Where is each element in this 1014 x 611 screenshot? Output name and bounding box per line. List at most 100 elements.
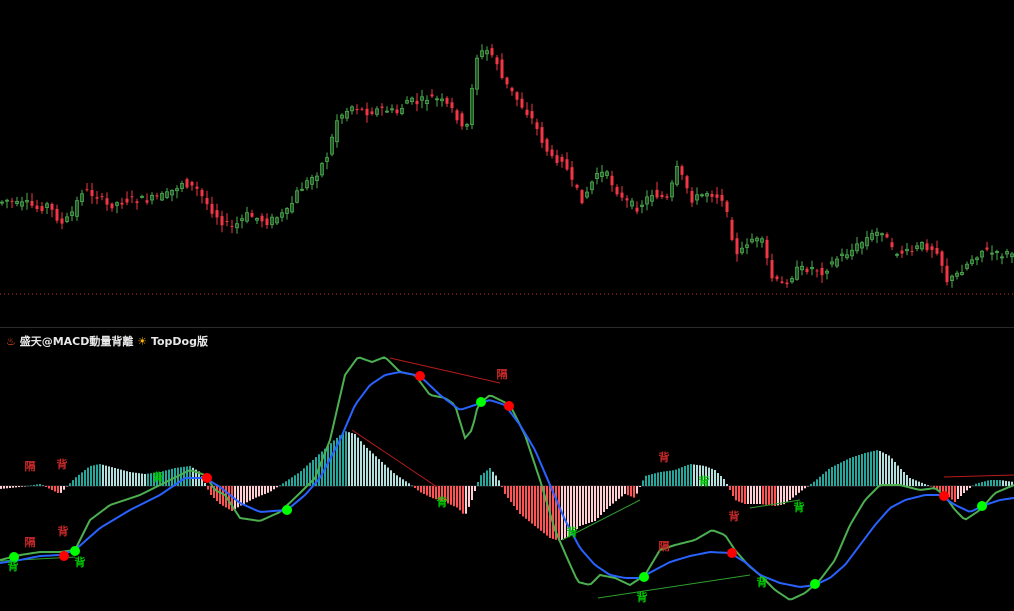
histogram-bar xyxy=(36,484,38,486)
candle-body xyxy=(410,97,414,102)
candle-body xyxy=(120,202,124,205)
candle-body xyxy=(395,109,399,114)
histogram-bar xyxy=(789,486,791,500)
golden-cross-dot xyxy=(476,397,486,407)
histogram-bar xyxy=(657,472,659,486)
candle-body xyxy=(445,97,449,104)
histogram-bar xyxy=(744,486,746,504)
histogram-bar xyxy=(429,486,431,497)
candle-body xyxy=(785,282,789,285)
histogram-bar xyxy=(642,480,644,486)
histogram-bar xyxy=(900,469,902,486)
histogram-bar xyxy=(147,473,149,486)
candle-body xyxy=(290,202,294,213)
histogram-bar xyxy=(462,486,464,514)
candle-body xyxy=(180,183,184,189)
candle-body xyxy=(500,59,504,78)
candle-body xyxy=(770,260,774,279)
histogram-bar xyxy=(747,486,749,504)
histogram-bar xyxy=(540,486,542,531)
histogram-bar xyxy=(432,486,434,499)
candle-body xyxy=(210,203,214,214)
histogram-bar xyxy=(936,486,938,490)
candle-body xyxy=(890,242,894,248)
histogram-bar xyxy=(849,458,851,486)
histogram-bar xyxy=(153,472,155,486)
candle-body xyxy=(665,196,669,198)
golden-cross-dot xyxy=(70,546,80,556)
candle-body xyxy=(60,218,64,224)
candle-body xyxy=(775,276,779,280)
histogram-bar xyxy=(906,475,908,486)
candle-body xyxy=(550,149,554,156)
histogram-bar xyxy=(819,476,821,486)
histogram-bar xyxy=(54,486,56,492)
histogram-bar xyxy=(84,470,86,486)
candle-body xyxy=(880,233,884,236)
candle-body xyxy=(520,98,524,108)
histogram-bar xyxy=(792,486,794,498)
candle-body xyxy=(30,201,34,206)
candle-body xyxy=(825,270,829,274)
histogram-bar xyxy=(543,486,545,534)
histogram-bar xyxy=(693,464,695,486)
candle-body xyxy=(700,194,704,197)
candle-body xyxy=(1005,251,1009,255)
histogram-bar xyxy=(783,486,785,505)
divergence-labels: 隔背隔背隔背隔背背 背背背背背背背背 xyxy=(8,367,805,604)
histogram-bar xyxy=(531,486,533,524)
histogram-bar xyxy=(786,486,788,503)
histogram-bar xyxy=(606,486,608,509)
histogram-bar xyxy=(474,486,476,491)
histogram-bar xyxy=(495,475,497,486)
histogram-bar xyxy=(621,486,623,497)
candle-body xyxy=(130,196,134,198)
candle-body xyxy=(675,165,679,185)
histogram-bar xyxy=(132,472,134,486)
histogram-bar xyxy=(348,432,350,486)
candle-body xyxy=(905,248,909,252)
histogram-bar xyxy=(924,484,926,486)
bullish-label: 背 xyxy=(75,555,86,569)
pane-divider xyxy=(0,327,1014,328)
histogram-bar xyxy=(330,443,332,486)
candle-body xyxy=(360,108,364,110)
candle-body xyxy=(465,124,469,127)
candle-body xyxy=(995,250,999,253)
candle-body xyxy=(155,195,159,197)
histogram-bar xyxy=(303,468,305,486)
indicator-title: ♨ 盛天@MACD動量背離 ☀ TopDog版 xyxy=(6,335,208,349)
histogram-bar xyxy=(828,468,830,486)
histogram-bar xyxy=(915,480,917,486)
histogram-bar xyxy=(567,486,569,537)
histogram-bar xyxy=(393,473,395,486)
bullish-label: 背 xyxy=(757,575,768,589)
histogram-bar xyxy=(615,486,617,502)
bullish-label: 背 xyxy=(437,495,448,509)
candle-body xyxy=(885,234,889,238)
candle-body xyxy=(435,98,439,101)
histogram-bar xyxy=(825,471,827,486)
histogram-bar xyxy=(309,462,311,486)
indicator-version: TopDog版 xyxy=(150,335,208,348)
histogram-bar xyxy=(582,486,584,525)
candle-body xyxy=(820,268,824,276)
histogram-bar xyxy=(702,465,704,486)
histogram-bar xyxy=(465,486,467,514)
histogram-bar xyxy=(384,464,386,486)
candle-body xyxy=(390,108,394,111)
histogram-bar xyxy=(345,431,347,486)
histogram-bar xyxy=(861,454,863,486)
histogram-bar xyxy=(12,486,14,488)
candle-body xyxy=(305,180,309,189)
candle-body xyxy=(620,192,624,198)
bearish-label: 隔 xyxy=(25,535,36,549)
histogram-bar xyxy=(261,486,263,496)
histogram-bar xyxy=(588,486,590,523)
histogram-bar xyxy=(18,486,20,488)
histogram-bar xyxy=(72,480,74,486)
candle-body xyxy=(150,194,154,201)
histogram-bar xyxy=(192,467,194,486)
candle-body xyxy=(230,225,234,227)
candle-body xyxy=(25,200,29,203)
